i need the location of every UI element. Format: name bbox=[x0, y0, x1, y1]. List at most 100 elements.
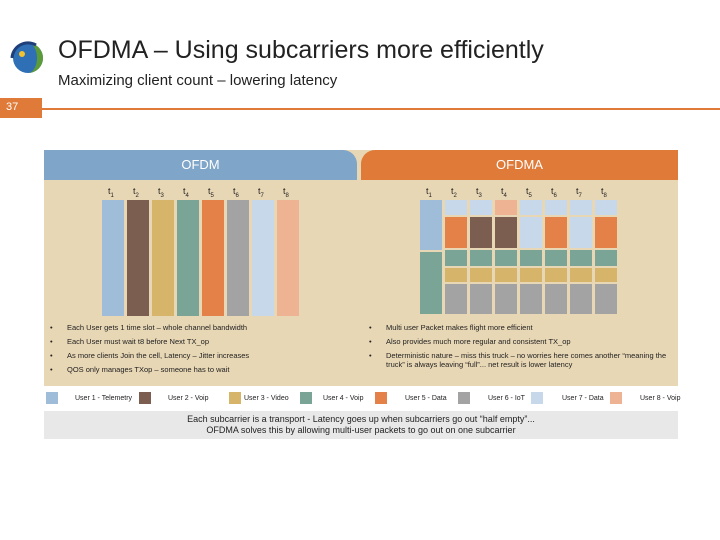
ofdma-bullet: Deterministic nature – miss this truck –… bbox=[369, 351, 674, 369]
legend-label: User 4 - Voip bbox=[323, 395, 364, 402]
subcarrier-segment bbox=[470, 250, 492, 266]
legend-swatch bbox=[531, 392, 543, 404]
ofdm-bullet: Each User must wait t8 before Next TX_op bbox=[50, 337, 350, 346]
time-tick: t1 bbox=[108, 186, 114, 199]
time-tick: t7 bbox=[258, 186, 264, 199]
legend-swatch bbox=[139, 392, 151, 404]
time-tick: t5 bbox=[526, 186, 532, 199]
subcarrier-segment bbox=[570, 268, 592, 282]
legend-swatch bbox=[375, 392, 387, 404]
subcarrier-segment bbox=[470, 200, 492, 215]
summary-note-line: Each subcarrier is a transport - Latency… bbox=[187, 414, 535, 424]
subcarrier-segment bbox=[470, 217, 492, 248]
time-tick: t2 bbox=[451, 186, 457, 199]
subcarrier-segment bbox=[520, 268, 542, 282]
page-subtitle: Maximizing client count – lowering laten… bbox=[58, 72, 338, 89]
time-tick: t1 bbox=[426, 186, 432, 199]
time-tick: t8 bbox=[283, 186, 289, 199]
subcarrier-segment bbox=[545, 284, 567, 314]
ofdm-bullets: Each User gets 1 time slot – whole chann… bbox=[50, 323, 350, 379]
subcarrier-segment bbox=[595, 284, 617, 314]
ofdma-timeslot bbox=[445, 200, 467, 316]
subcarrier-segment bbox=[470, 284, 492, 314]
summary-note-line: OFDMA solves this by allowing multi-user… bbox=[206, 425, 516, 435]
subcarrier-segment bbox=[445, 217, 467, 248]
subcarrier-segment bbox=[445, 200, 467, 215]
time-tick: t4 bbox=[501, 186, 507, 199]
ofdm-timeslot bbox=[252, 200, 274, 316]
subcarrier-segment bbox=[420, 200, 442, 250]
subcarrier-segment bbox=[495, 200, 517, 215]
company-logo bbox=[10, 41, 43, 73]
time-tick: t3 bbox=[158, 186, 164, 199]
subcarrier-segment bbox=[545, 250, 567, 266]
subcarrier-segment bbox=[520, 217, 542, 248]
subcarrier-segment bbox=[495, 284, 517, 314]
time-tick: t8 bbox=[601, 186, 607, 199]
subcarrier-segment bbox=[570, 284, 592, 314]
summary-note: Each subcarrier is a transport - Latency… bbox=[44, 411, 678, 439]
legend-label: User 5 - Data bbox=[405, 395, 447, 402]
ofdm-bullet: As more clients Join the cell, Latency –… bbox=[50, 351, 350, 360]
time-tick: t6 bbox=[233, 186, 239, 199]
subcarrier-segment bbox=[520, 284, 542, 314]
ofdma-bullet: Multi user Packet makes flight more effi… bbox=[369, 323, 674, 332]
ofdma-timeslot bbox=[495, 200, 517, 316]
legend-label: User 8 - Voip bbox=[640, 395, 681, 402]
subcarrier-segment bbox=[595, 250, 617, 266]
ofdm-bullet: QOS only manages TXop – someone has to w… bbox=[50, 365, 350, 374]
subcarrier-segment bbox=[520, 250, 542, 266]
subcarrier-segment bbox=[545, 217, 567, 248]
time-tick: t4 bbox=[183, 186, 189, 199]
subcarrier-segment bbox=[420, 252, 442, 314]
legend-label: User 7 - Data bbox=[562, 395, 604, 402]
subcarrier-segment bbox=[595, 268, 617, 282]
legend-swatch bbox=[610, 392, 622, 404]
legend-swatch bbox=[229, 392, 241, 404]
subcarrier-segment bbox=[545, 200, 567, 215]
ofdma-timeslot bbox=[520, 200, 542, 316]
ofdm-timeslot bbox=[277, 200, 299, 316]
subcarrier-segment bbox=[520, 200, 542, 215]
time-tick: t7 bbox=[576, 186, 582, 199]
legend-swatch bbox=[46, 392, 58, 404]
subcarrier-segment bbox=[495, 250, 517, 266]
legend-label: User 2 - Voip bbox=[168, 395, 209, 402]
time-tick: t5 bbox=[208, 186, 214, 199]
subcarrier-segment bbox=[445, 250, 467, 266]
subcarrier-segment bbox=[570, 217, 592, 248]
ofdma-timeslot bbox=[420, 200, 442, 316]
subcarrier-segment bbox=[445, 284, 467, 314]
legend-label: User 6 - IoT bbox=[488, 395, 525, 402]
ofdm-timeslot bbox=[127, 200, 149, 316]
legend-swatch bbox=[458, 392, 470, 404]
ofdma-timeslot bbox=[470, 200, 492, 316]
ofdm-timeslot bbox=[152, 200, 174, 316]
subcarrier-segment bbox=[595, 200, 617, 215]
subcarrier-segment bbox=[570, 250, 592, 266]
ofdm-timeslot bbox=[227, 200, 249, 316]
divider bbox=[42, 108, 720, 110]
subcarrier-segment bbox=[470, 268, 492, 282]
subcarrier-segment bbox=[495, 217, 517, 248]
subcarrier-segment bbox=[545, 268, 567, 282]
ofdm-timeslot bbox=[177, 200, 199, 316]
ofdma-bullets: Multi user Packet makes flight more effi… bbox=[369, 323, 674, 374]
page-number: 37 bbox=[0, 98, 42, 118]
ofdm-bullet: Each User gets 1 time slot – whole chann… bbox=[50, 323, 350, 332]
ofdm-timeslot bbox=[102, 200, 124, 316]
ofdma-bullet: Also provides much more regular and cons… bbox=[369, 337, 674, 346]
ofdma-timeslot bbox=[570, 200, 592, 316]
time-tick: t2 bbox=[133, 186, 139, 199]
ofdm-timeslot bbox=[202, 200, 224, 316]
ofdm-header: OFDM bbox=[44, 150, 357, 180]
ofdma-timeslot bbox=[595, 200, 617, 316]
subcarrier-segment bbox=[495, 268, 517, 282]
legend-swatch bbox=[300, 392, 312, 404]
subcarrier-segment bbox=[595, 217, 617, 248]
subcarrier-segment bbox=[445, 268, 467, 282]
time-tick: t3 bbox=[476, 186, 482, 199]
time-tick: t6 bbox=[551, 186, 557, 199]
ofdma-header: OFDMA bbox=[361, 150, 678, 180]
page-title: OFDMA – Using subcarriers more efficient… bbox=[58, 36, 544, 64]
